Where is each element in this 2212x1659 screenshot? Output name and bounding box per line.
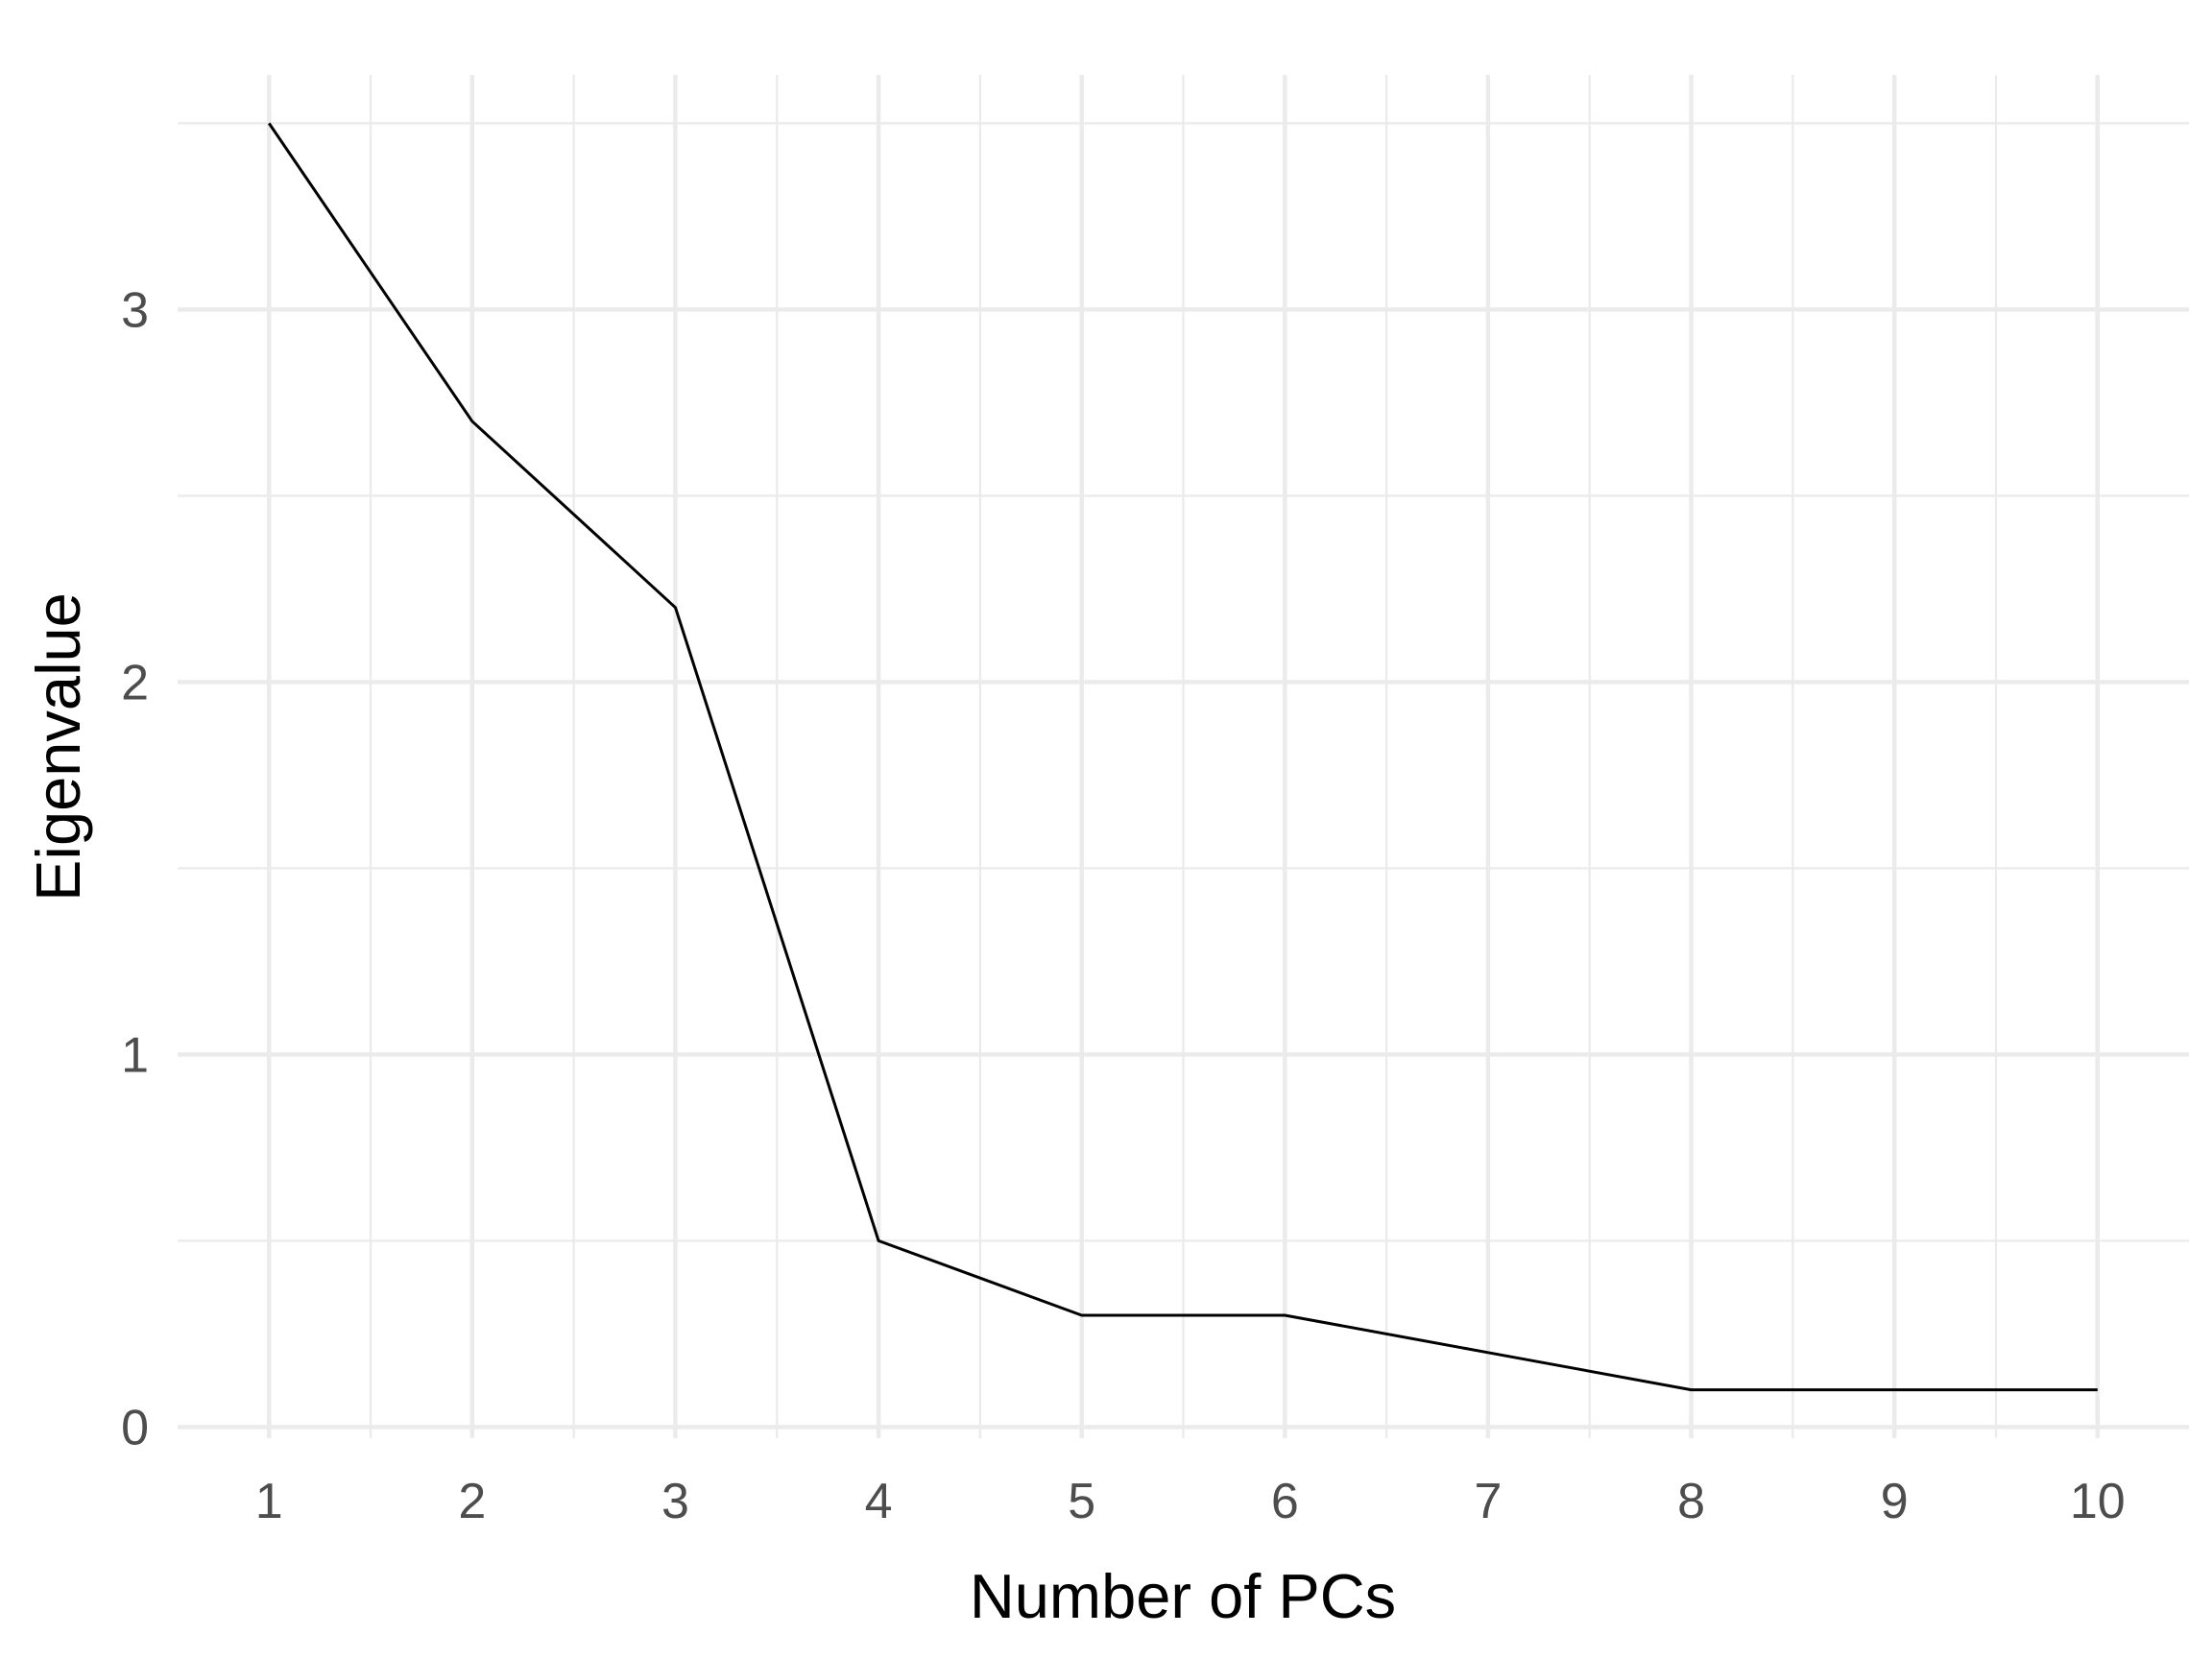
y-tick-label: 0 [121, 1400, 149, 1455]
x-tick-labels: 1 2 3 4 5 6 7 8 9 10 [255, 1474, 2126, 1529]
x-tick-label: 3 [661, 1474, 689, 1529]
y-tick-label: 2 [121, 655, 149, 710]
x-tick-label: 5 [1068, 1474, 1095, 1529]
x-tick-label: 6 [1271, 1474, 1299, 1529]
x-tick-label: 10 [2070, 1474, 2126, 1529]
x-tick-label: 7 [1474, 1474, 1502, 1529]
x-tick-label: 8 [1677, 1474, 1705, 1529]
y-tick-labels: 0 1 2 3 [121, 282, 149, 1455]
series-layer [267, 122, 2098, 1392]
x-tick-label: 1 [255, 1474, 283, 1529]
y-axis-title: Eigenvalue [23, 592, 93, 902]
y-tick-label: 1 [121, 1027, 149, 1083]
x-tick-label: 4 [865, 1474, 893, 1529]
x-tick-label: 2 [458, 1474, 486, 1529]
y-tick-label: 3 [121, 282, 149, 338]
series-line-0 [267, 122, 2098, 1392]
x-axis-title: Number of PCs [970, 1561, 1396, 1631]
x-tick-label: 9 [1881, 1474, 1909, 1529]
grid-lines [178, 75, 2189, 1438]
